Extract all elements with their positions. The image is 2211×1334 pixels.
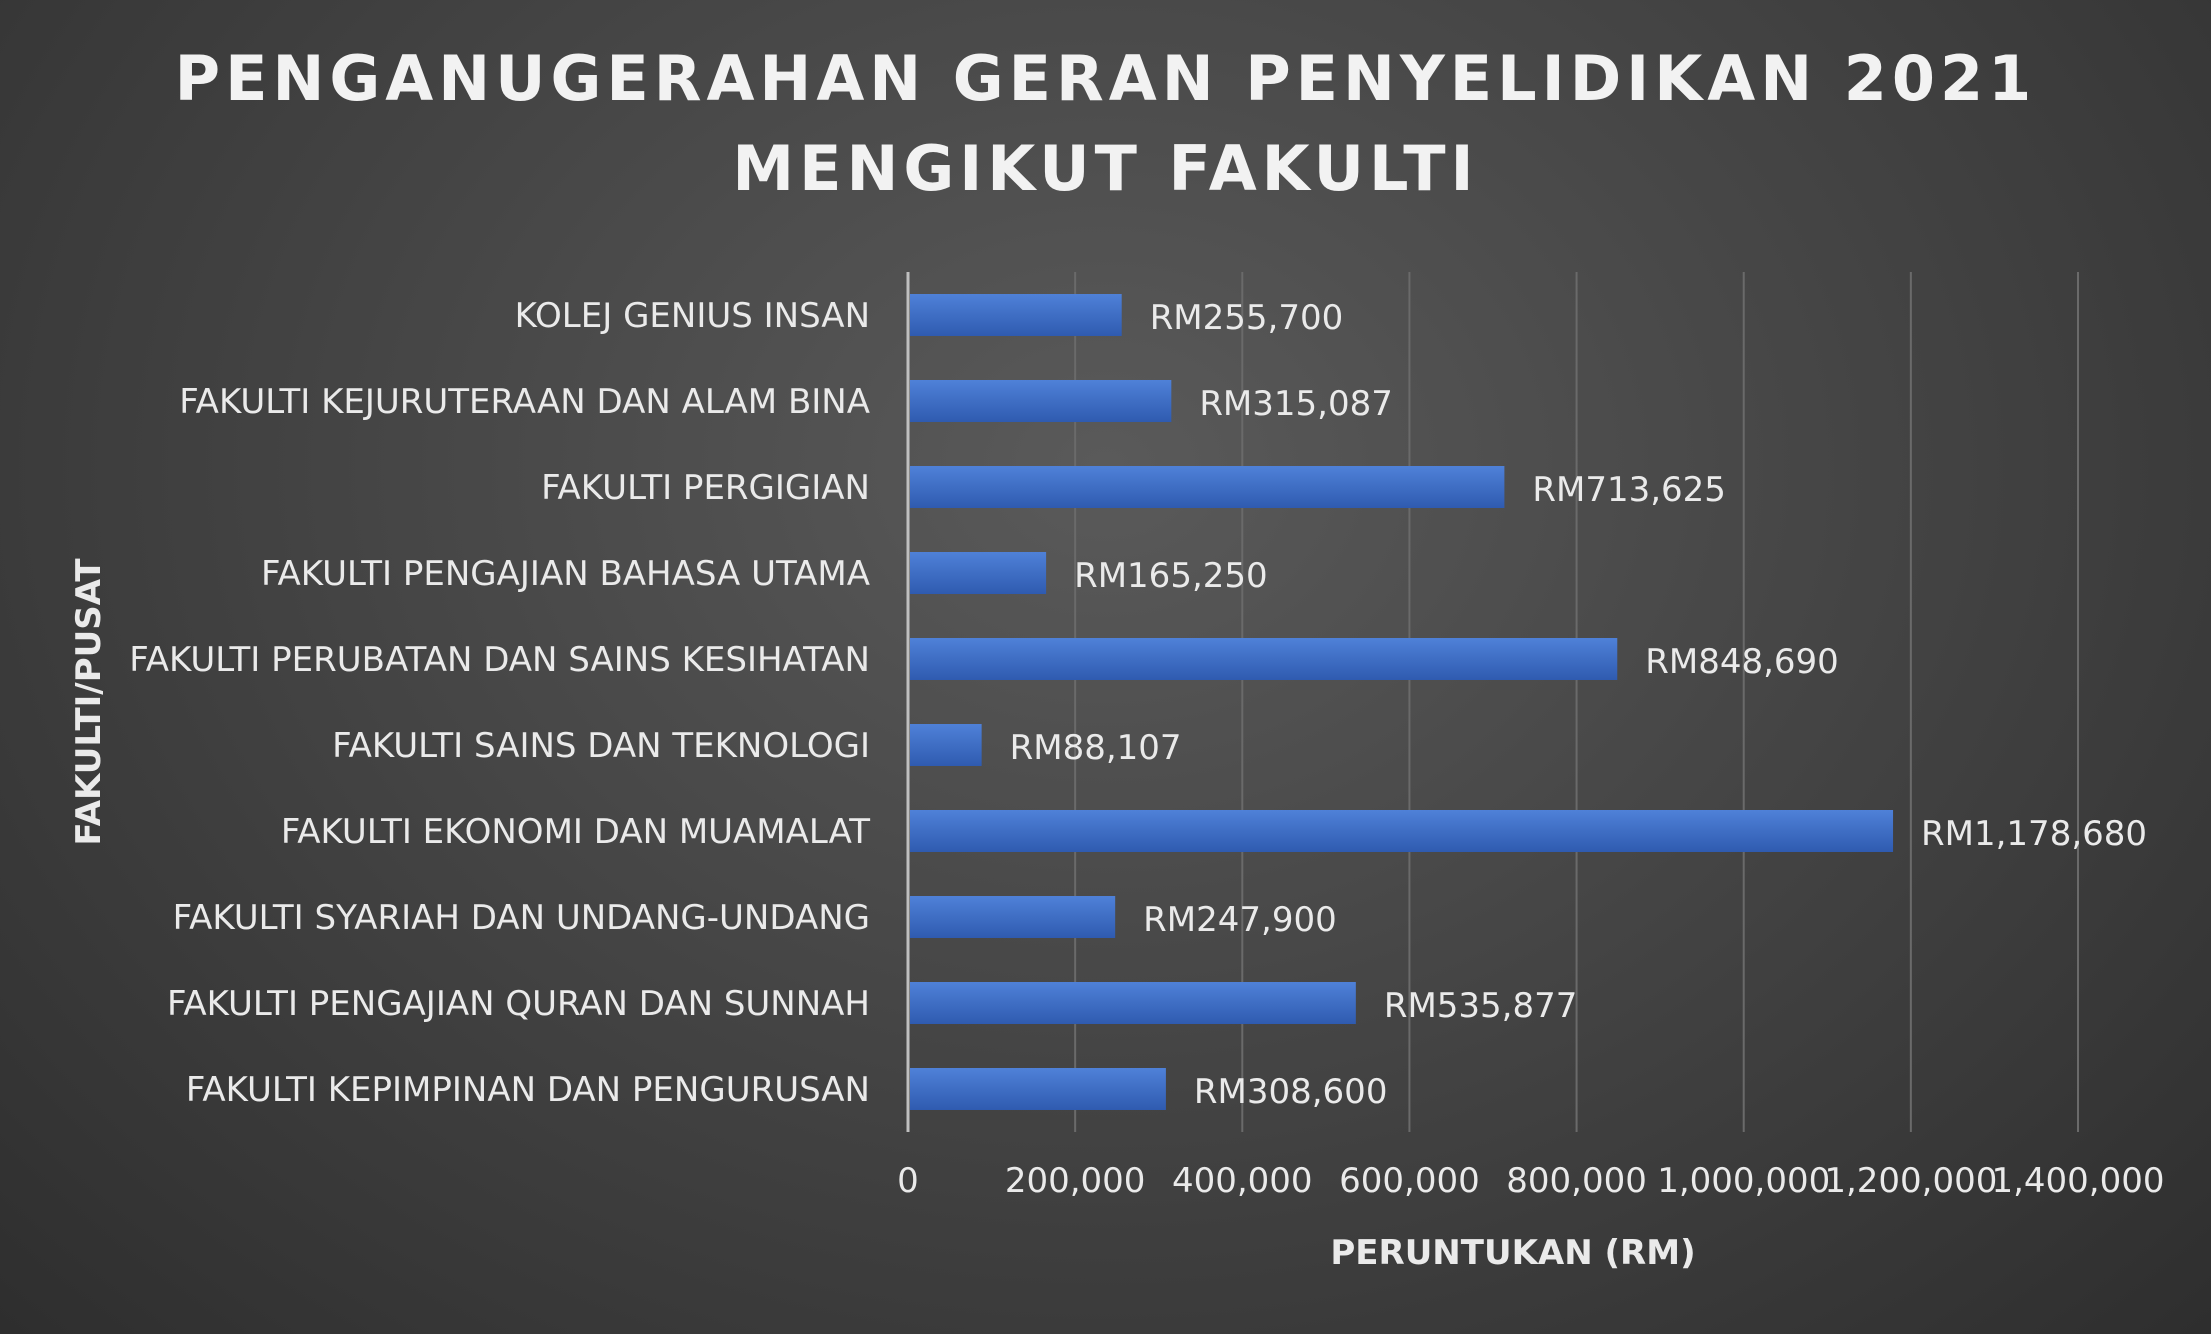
x-tick-label: 800,000	[1506, 1161, 1647, 1201]
bar	[910, 982, 1356, 1024]
category-label: FAKULTI PENGAJIAN BAHASA UTAMA	[261, 554, 870, 594]
x-tick-label: 1,200,000	[1824, 1161, 1997, 1201]
bar	[910, 638, 1618, 680]
category-label: KOLEJ GENIUS INSAN	[515, 296, 870, 336]
bars	[910, 294, 1894, 1110]
data-label: RM255,700	[1150, 298, 1344, 338]
data-label: RM1,178,680	[1921, 814, 2147, 854]
category-label: FAKULTI PENGAJIAN QURAN DAN SUNNAH	[167, 984, 870, 1024]
bar	[910, 724, 982, 766]
data-label: RM165,250	[1074, 556, 1268, 596]
category-label: FAKULTI EKONOMI DAN MUAMALAT	[281, 812, 870, 852]
data-label: RM535,877	[1384, 986, 1578, 1026]
chart-title-line-1: PENGANUGERAHAN GERAN PENYELIDIKAN 2021	[174, 42, 2037, 115]
category-label: FAKULTI KEPIMPINAN DAN PENGURUSAN	[186, 1070, 870, 1110]
category-label: FAKULTI SAINS DAN TEKNOLOGI	[332, 726, 870, 766]
category-label: FAKULTI SYARIAH DAN UNDANG-UNDANG	[173, 898, 870, 938]
x-tick-label: 600,000	[1339, 1161, 1480, 1201]
bar	[910, 552, 1047, 594]
data-label: RM308,600	[1194, 1072, 1388, 1112]
data-label: RM848,690	[1645, 642, 1839, 682]
data-label: RM247,900	[1143, 900, 1337, 940]
x-tick-label: 1,000,000	[1657, 1161, 1830, 1201]
data-label: RM88,107	[1010, 728, 1182, 768]
x-tick-label: 400,000	[1172, 1161, 1313, 1201]
x-tick-label: 200,000	[1005, 1161, 1146, 1201]
y-axis-title: FAKULTI/PUSAT	[69, 558, 109, 846]
data-label: RM713,625	[1532, 470, 1726, 510]
bar	[910, 294, 1122, 336]
labels: 0 200,000 400,000 600,000 800,000 1,000,0001,…	[129, 296, 2164, 1201]
category-label: FAKULTI KEJURUTERAAN DAN ALAM BINA	[179, 382, 870, 422]
x-tick-label: 1,400,000	[1991, 1161, 2164, 1201]
data-label: RM315,087	[1199, 384, 1393, 424]
category-label: FAKULTI PERUBATAN DAN SAINS KESIHATAN	[129, 640, 870, 680]
bar	[910, 466, 1505, 508]
bar	[910, 380, 1172, 422]
category-label: FAKULTI PERGIGIAN	[541, 468, 870, 508]
x-tick-label: 0	[897, 1161, 919, 1201]
bar	[910, 1068, 1166, 1110]
x-axis-title: PERUNTUKAN (RM)	[1330, 1233, 1695, 1273]
chart-title-line-2: MENGIKUT FAKULTI	[732, 132, 1479, 205]
bar	[910, 896, 1116, 938]
bar	[910, 810, 1894, 852]
